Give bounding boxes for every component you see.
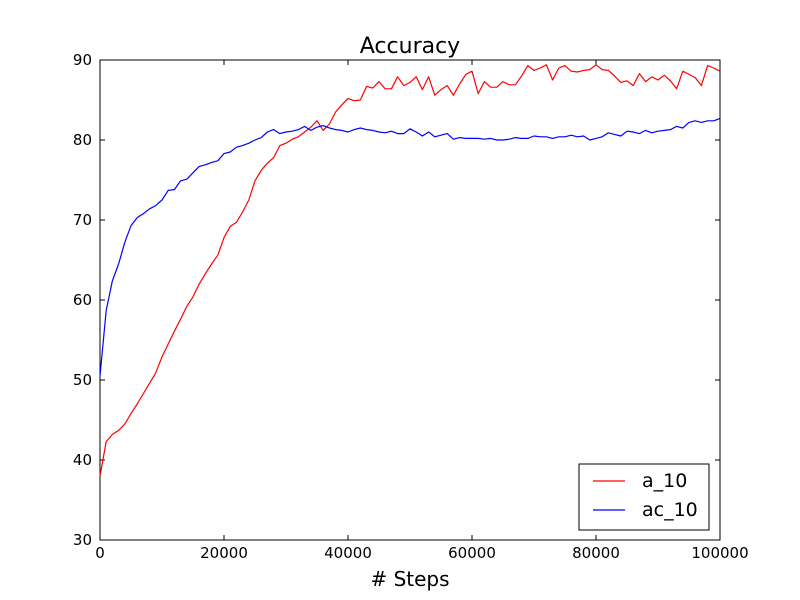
legend: a_10 ac_10 <box>578 463 710 531</box>
y-tick-label: 90 <box>73 51 92 69</box>
y-axis: 30 40 50 60 70 80 90 <box>73 51 720 549</box>
y-tick-label: 50 <box>73 371 92 389</box>
series-line-a-10 <box>99 64 721 477</box>
series-layer <box>99 64 721 477</box>
x-tick-label: 60000 <box>448 544 496 562</box>
legend-box <box>578 463 710 531</box>
y-tick-label: 40 <box>73 451 92 469</box>
chart-title: Accuracy <box>360 34 460 59</box>
x-tick-label: 80000 <box>572 544 620 562</box>
x-tick-label: 20000 <box>200 544 248 562</box>
x-tick-label: 40000 <box>324 544 372 562</box>
y-tick-label: 70 <box>73 211 92 229</box>
y-tick-label: 30 <box>73 531 92 549</box>
x-tick-label: 0 <box>95 544 105 562</box>
y-tick-label: 80 <box>73 131 92 149</box>
series-line-ac-10 <box>99 117 721 377</box>
legend-label-a-10: a_10 <box>642 470 687 492</box>
legend-label-ac-10: ac_10 <box>642 499 698 521</box>
y-tick-label: 60 <box>73 291 92 309</box>
x-tick-label: 100000 <box>691 544 748 562</box>
x-axis-label: # Steps <box>370 567 449 591</box>
x-axis: 0 20000 40000 60000 80000 100000 <box>95 60 749 562</box>
